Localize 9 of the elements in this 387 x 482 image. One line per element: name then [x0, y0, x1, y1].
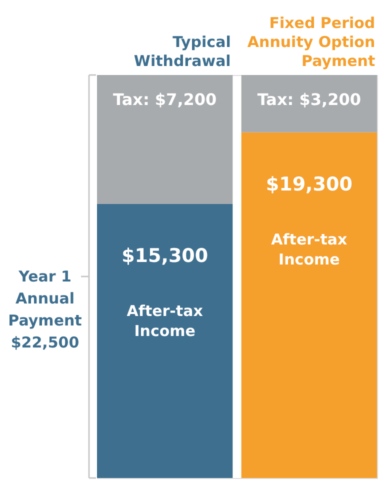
text: After-tax Income — [271, 230, 348, 268]
data-label: Tax: $3,200 — [257, 90, 362, 109]
text: Year 1 Annual Payment $22,500 — [8, 268, 82, 352]
data-label: $15,300 — [122, 244, 208, 267]
data-label: $19,300 — [266, 173, 352, 196]
data-label: Tax: $7,200 — [112, 90, 217, 109]
series-label: After-tax Income — [126, 302, 204, 340]
x-tick-label: Typical Withdrawal — [134, 33, 231, 70]
x-tick-label: Fixed Period Annuity Option Payment — [247, 14, 376, 70]
